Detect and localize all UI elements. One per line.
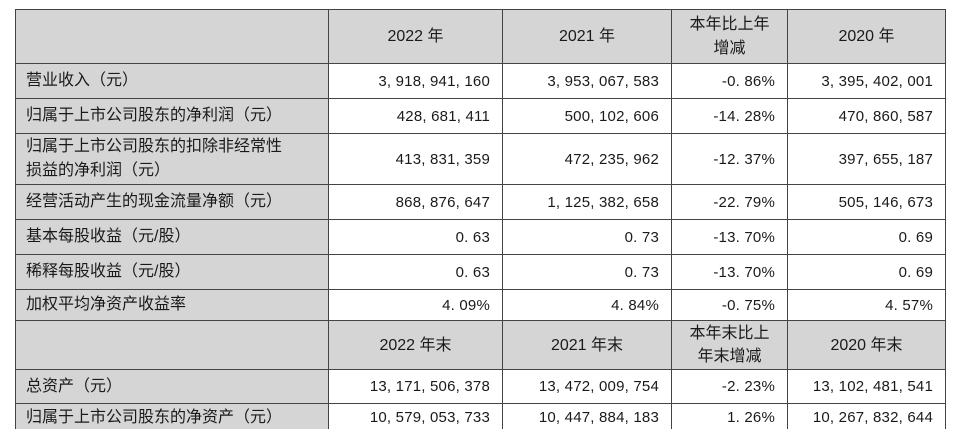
row-label: 营业收入（元）: [15, 63, 329, 99]
value-cell: 10, 267, 832, 644: [787, 403, 946, 429]
value-cell: 10, 579, 053, 733: [328, 403, 503, 429]
value-cell: 0. 63: [328, 219, 503, 255]
value-cell: -22. 79%: [671, 184, 788, 220]
column-header-2020-end: 2020 年末: [787, 319, 946, 371]
value-cell: -0. 86%: [671, 63, 788, 99]
table-row: 稀释每股收益（元/股） 0. 63 0. 73 -13. 70% 0. 69: [15, 254, 946, 290]
value-cell: 1, 125, 382, 658: [502, 184, 672, 220]
value-cell: 13, 472, 009, 754: [502, 369, 672, 405]
table-row: 加权平均净资产收益率 4. 09% 4. 84% -0. 75% 4. 57%: [15, 289, 946, 321]
value-cell: 0. 69: [787, 254, 946, 290]
financial-summary-table: 2022 年 2021 年 本年比上年 增减 2020 年 营业收入（元） 3,…: [15, 9, 946, 429]
value-cell: -14. 28%: [671, 98, 788, 134]
table-header-row: 2022 年 2021 年 本年比上年 增减 2020 年: [15, 9, 946, 64]
value-cell: 428, 681, 411: [328, 98, 503, 134]
row-label: 归属于上市公司股东的净资产（元）: [15, 403, 329, 429]
value-cell: 500, 102, 606: [502, 98, 672, 134]
table-row: 基本每股收益（元/股） 0. 63 0. 73 -13. 70% 0. 69: [15, 219, 946, 255]
value-cell: 3, 395, 402, 001: [787, 63, 946, 99]
value-cell: 13, 102, 481, 541: [787, 369, 946, 405]
value-cell: 3, 918, 941, 160: [328, 63, 503, 99]
value-cell: -2. 23%: [671, 369, 788, 405]
row-label: 基本每股收益（元/股）: [15, 219, 329, 255]
table-row: 营业收入（元） 3, 918, 941, 160 3, 953, 067, 58…: [15, 63, 946, 99]
value-cell: 10, 447, 884, 183: [502, 403, 672, 429]
value-cell: 413, 831, 359: [328, 133, 503, 185]
value-cell: 4. 09%: [328, 289, 503, 321]
corner-cell: [15, 319, 329, 371]
value-cell: 505, 146, 673: [787, 184, 946, 220]
table-row: 总资产（元） 13, 171, 506, 378 13, 472, 009, 7…: [15, 369, 946, 405]
value-cell: 868, 876, 647: [328, 184, 503, 220]
value-cell: 0. 73: [502, 254, 672, 290]
value-cell: 1. 26%: [671, 403, 788, 429]
value-cell: 0. 73: [502, 219, 672, 255]
row-label: 总资产（元）: [15, 369, 329, 405]
value-cell: 0. 63: [328, 254, 503, 290]
value-cell: -0. 75%: [671, 289, 788, 321]
value-cell: -13. 70%: [671, 219, 788, 255]
column-header-yoy-change: 本年比上年 增减: [671, 9, 788, 64]
value-cell: 4. 84%: [502, 289, 672, 321]
row-label: 归属于上市公司股东的净利润（元）: [15, 98, 329, 134]
value-cell: 472, 235, 962: [502, 133, 672, 185]
row-label: 归属于上市公司股东的扣除非经常性 损益的净利润（元）: [15, 133, 329, 185]
table-header-row: 2022 年末 2021 年末 本年末比上 年末增减 2020 年末: [15, 319, 946, 371]
corner-cell: [15, 9, 329, 64]
value-cell: -12. 37%: [671, 133, 788, 185]
table-row: 经营活动产生的现金流量净额（元） 868, 876, 647 1, 125, 3…: [15, 184, 946, 220]
value-cell: -13. 70%: [671, 254, 788, 290]
value-cell: 470, 860, 587: [787, 98, 946, 134]
value-cell: 4. 57%: [787, 289, 946, 321]
column-header-2020: 2020 年: [787, 9, 946, 64]
column-header-2021-end: 2021 年末: [502, 319, 672, 371]
table-row: 归属于上市公司股东的净资产（元） 10, 579, 053, 733 10, 4…: [15, 403, 946, 429]
value-cell: 0. 69: [787, 219, 946, 255]
row-label: 稀释每股收益（元/股）: [15, 254, 329, 290]
column-header-yearend-change: 本年末比上 年末增减: [671, 319, 788, 371]
column-header-2022-end: 2022 年末: [328, 319, 503, 371]
column-header-2021: 2021 年: [502, 9, 672, 64]
row-label: 加权平均净资产收益率: [15, 289, 329, 321]
column-header-2022: 2022 年: [328, 9, 503, 64]
table-row: 归属于上市公司股东的净利润（元） 428, 681, 411 500, 102,…: [15, 98, 946, 134]
value-cell: 13, 171, 506, 378: [328, 369, 503, 405]
value-cell: 397, 655, 187: [787, 133, 946, 185]
value-cell: 3, 953, 067, 583: [502, 63, 672, 99]
row-label: 经营活动产生的现金流量净额（元）: [15, 184, 329, 220]
table-row: 归属于上市公司股东的扣除非经常性 损益的净利润（元） 413, 831, 359…: [15, 133, 946, 185]
